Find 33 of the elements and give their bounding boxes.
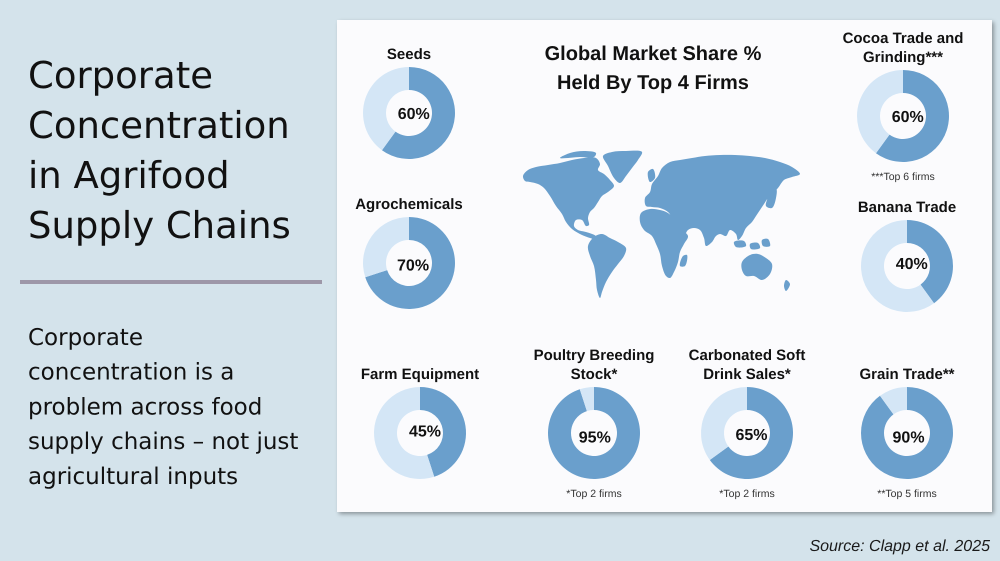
chart-title: Grain Trade** (859, 366, 955, 383)
donut-slice (710, 387, 793, 479)
chart-title: Banana Trade (858, 199, 956, 216)
donut-slice (876, 70, 949, 162)
text: Corporate Concentration in Agrifood Supply Chains (28, 54, 291, 247)
text: ***Top 6 firms (871, 171, 935, 183)
data-label: 45% (408, 424, 441, 441)
source-note: Source: Clapp et al. 2025 (809, 538, 990, 555)
data-label: 70% (397, 257, 430, 274)
donut-slice (580, 387, 594, 412)
text: **Top 5 firms (877, 488, 937, 500)
chart-title: Seeds (386, 46, 432, 63)
donut-slice (861, 387, 953, 479)
donut-slice (880, 387, 907, 414)
donut-slice (382, 67, 455, 159)
data-label: 40% (896, 256, 928, 273)
donut-slice (548, 387, 640, 479)
text: *Top 2 firms (719, 488, 775, 500)
chart-title: Poultry Breeding Stock* (534, 347, 654, 383)
chart-title: Agrochemicals (355, 196, 463, 213)
data-label: 60% (892, 109, 924, 126)
chart-title: Cocoa Trade and Grinding*** (842, 30, 964, 66)
text: Corporate concentration is a problem across food supply chains – not just agricultural inputs (28, 325, 298, 490)
text: *Top 2 firms (566, 488, 622, 500)
chart-title: Farm Equipment (360, 366, 480, 383)
data-label: 60% (398, 106, 430, 124)
donut-slice (861, 220, 934, 312)
data-label: 90% (892, 429, 925, 446)
data-label: 65% (735, 426, 768, 444)
data-label: 95% (578, 429, 611, 446)
chart-title: Carbonated Soft Drink Sales* (688, 347, 806, 383)
text: Global Market Share % Held By Top 4 Firms (544, 43, 762, 94)
donut-slice (365, 217, 455, 309)
